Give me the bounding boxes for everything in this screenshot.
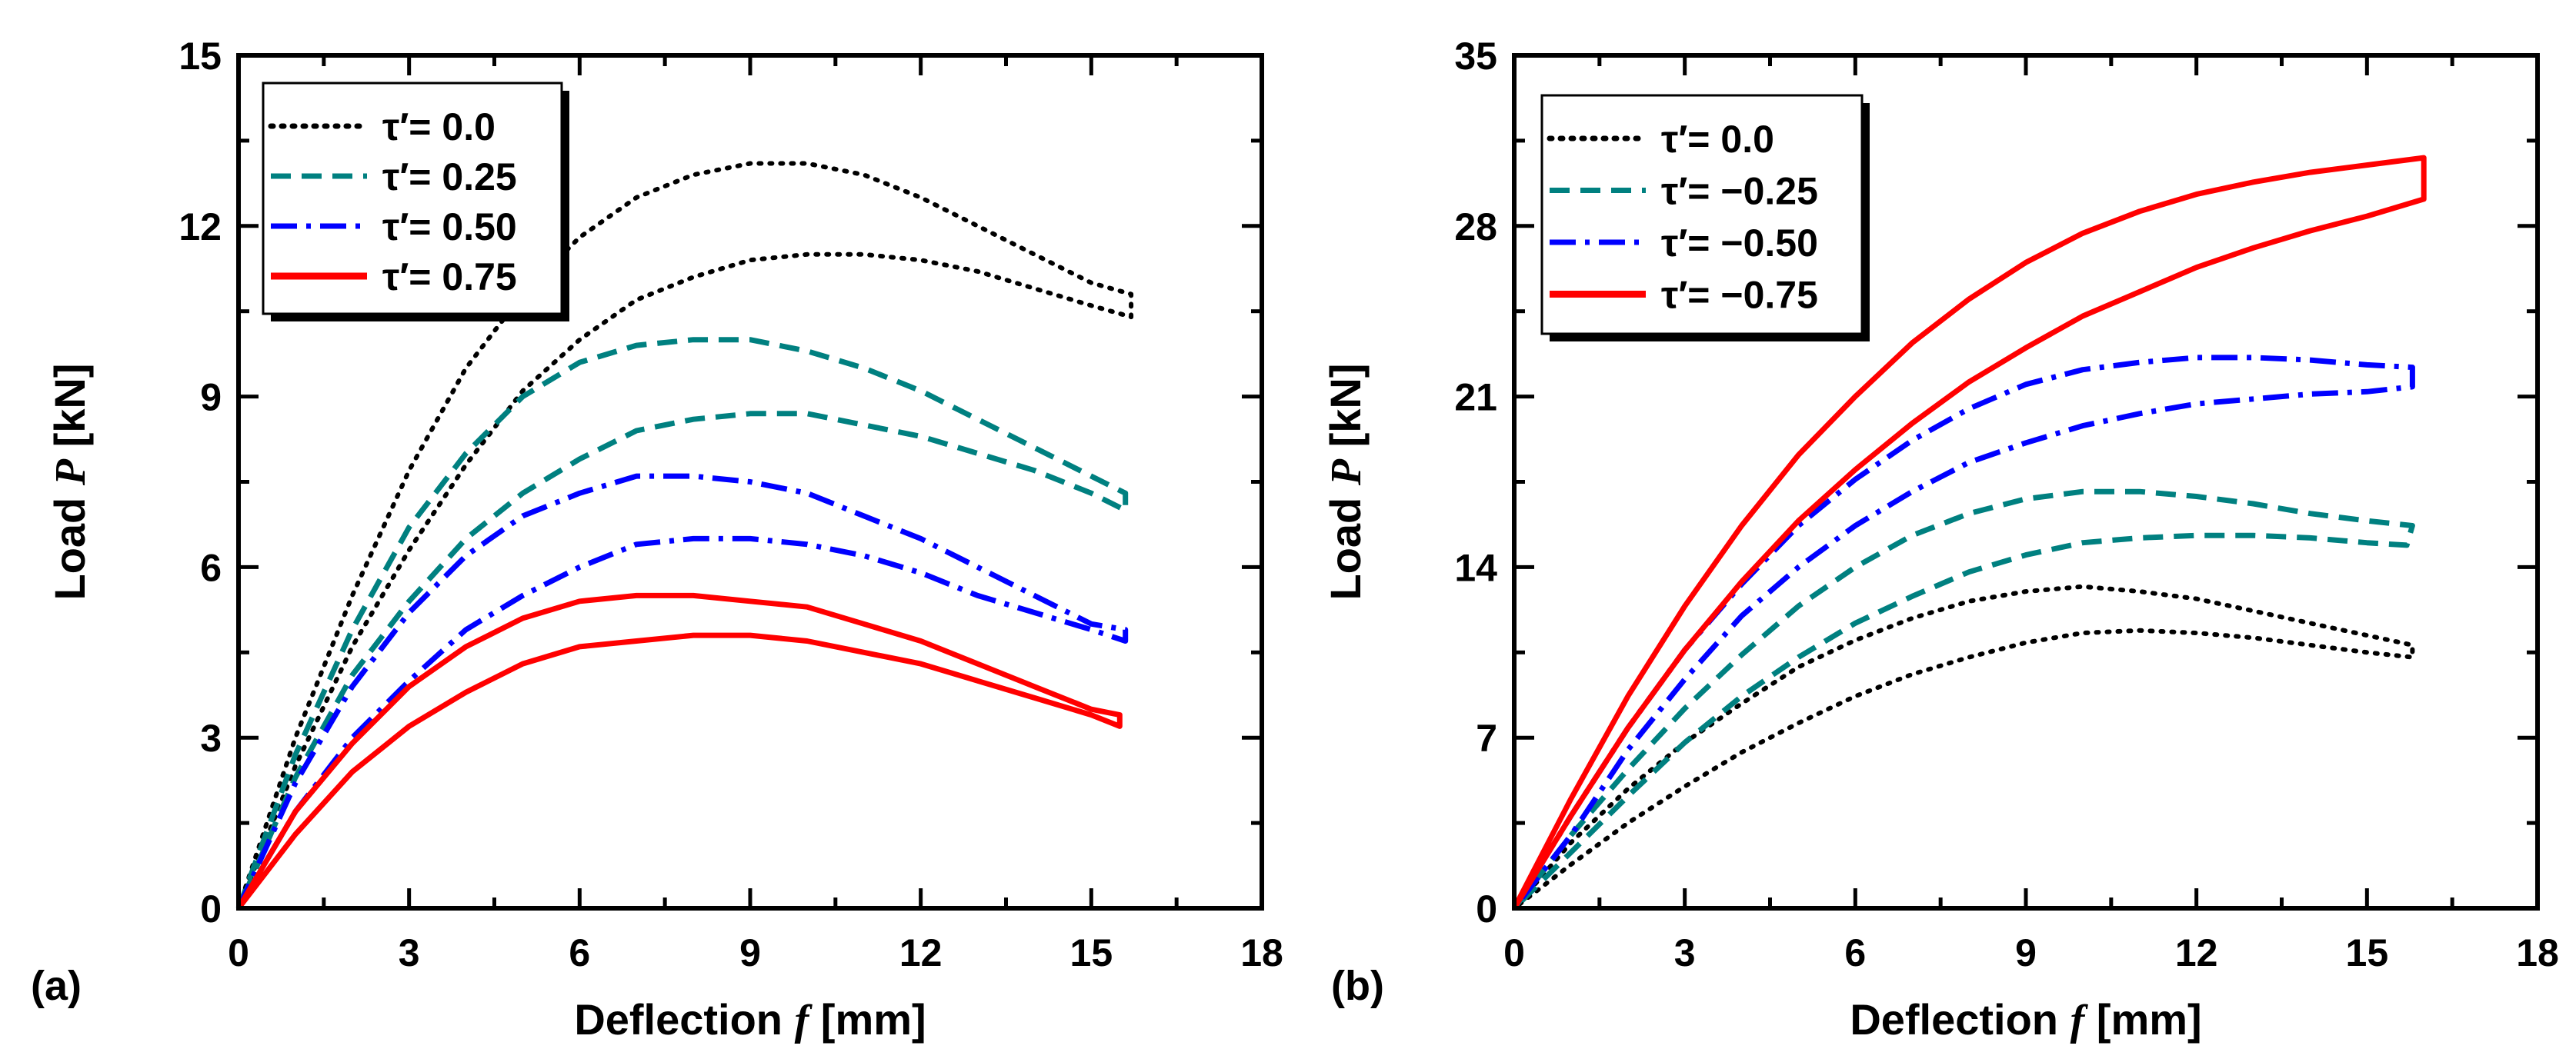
y-tick-label: 12 <box>179 205 222 248</box>
y-tick-label: 14 <box>1454 546 1497 589</box>
x-tick-label: 6 <box>1844 931 1866 974</box>
y-axis-label: Load P [kN] <box>45 364 95 601</box>
y-tick-label: 0 <box>1476 887 1497 931</box>
y-tick-label: 28 <box>1454 205 1497 248</box>
legend-label-3: τ′= −0.75 <box>1661 274 1818 317</box>
y-tick-label: 15 <box>179 35 222 78</box>
x-axis-label-part: [mm] <box>809 995 926 1044</box>
y-axis-label-part: [kN] <box>45 364 94 459</box>
legend: τ′= 0.0 τ′= 0.25 τ′= 0.50 τ′= 0.75 <box>262 82 569 321</box>
series-line-0 <box>1512 584 2415 911</box>
legend: τ′= 0.0 τ′= −0.25 τ′= −0.50 τ′= −0.75 <box>1540 94 1870 341</box>
x-tick-label: 0 <box>228 931 249 974</box>
y-axis-label-part: Load <box>45 485 94 600</box>
y-axis-label-part: Load <box>1321 485 1370 600</box>
series-line-3 <box>1511 155 2427 910</box>
y-tick-label: 6 <box>200 546 222 589</box>
x-tick-label: 6 <box>569 931 590 974</box>
x-axis-label: Deflection f [mm] <box>1850 995 2201 1044</box>
x-tick-label: 9 <box>739 931 761 974</box>
x-tick-label: 18 <box>1240 931 1283 974</box>
x-tick-label: 9 <box>2015 931 2037 974</box>
x-axis-label-part: Deflection <box>574 995 794 1044</box>
y-axis-label: Load P [kN] <box>1321 364 1370 601</box>
y-tick-label: 7 <box>1476 717 1497 760</box>
x-axis-label-part: [mm] <box>2084 995 2201 1044</box>
x-tick-label: 3 <box>1674 931 1696 974</box>
y-axis-label-part: P <box>47 458 95 486</box>
panel-label: (b) <box>1331 963 1384 1009</box>
panel-b: 0 3 6 9 12 15 18 0 7 14 21 28 35 Deflection f [mm] Loa… <box>1321 35 2559 1044</box>
legend-label-1: τ′= −0.25 <box>1661 170 1818 213</box>
y-tick-label: 9 <box>200 376 222 419</box>
y-tick-label: 35 <box>1454 35 1497 78</box>
x-axis-label: Deflection f [mm] <box>574 995 926 1044</box>
panel-a: 0 3 6 9 12 15 18 0 3 6 9 12 15 Deflection f [mm] Load … <box>31 35 1283 1044</box>
series-line-3 <box>235 592 1123 911</box>
y-tick-label: 3 <box>200 717 222 760</box>
y-axis-label-part: [kN] <box>1321 364 1370 459</box>
x-tick-label: 12 <box>2175 931 2218 974</box>
legend-label-3: τ′= 0.75 <box>382 255 517 298</box>
y-tick-label: 0 <box>200 887 222 931</box>
x-axis-label-part: Deflection <box>1850 995 2070 1044</box>
x-tick-label: 15 <box>2346 931 2389 974</box>
x-tick-label: 18 <box>2516 931 2559 974</box>
y-axis-label-part: P <box>1323 458 1370 486</box>
legend-label-2: τ′= −0.50 <box>1661 221 1818 265</box>
x-tick-label: 0 <box>1503 931 1525 974</box>
x-tick-label: 12 <box>899 931 943 974</box>
panel-label: (a) <box>31 963 82 1009</box>
legend-label-0: τ′= 0.0 <box>382 105 496 148</box>
series-line-1 <box>1512 488 2415 911</box>
legend-label-1: τ′= 0.25 <box>382 155 517 198</box>
series-line-2 <box>235 473 1129 910</box>
x-tick-label: 3 <box>399 931 420 974</box>
x-tick-label: 15 <box>1070 931 1113 974</box>
series-line-1 <box>235 337 1129 910</box>
legend-label-0: τ′= 0.0 <box>1661 118 1774 161</box>
legend-label-2: τ′= 0.50 <box>382 205 517 248</box>
y-tick-label: 21 <box>1454 376 1497 419</box>
series-line-2 <box>1512 355 2415 911</box>
